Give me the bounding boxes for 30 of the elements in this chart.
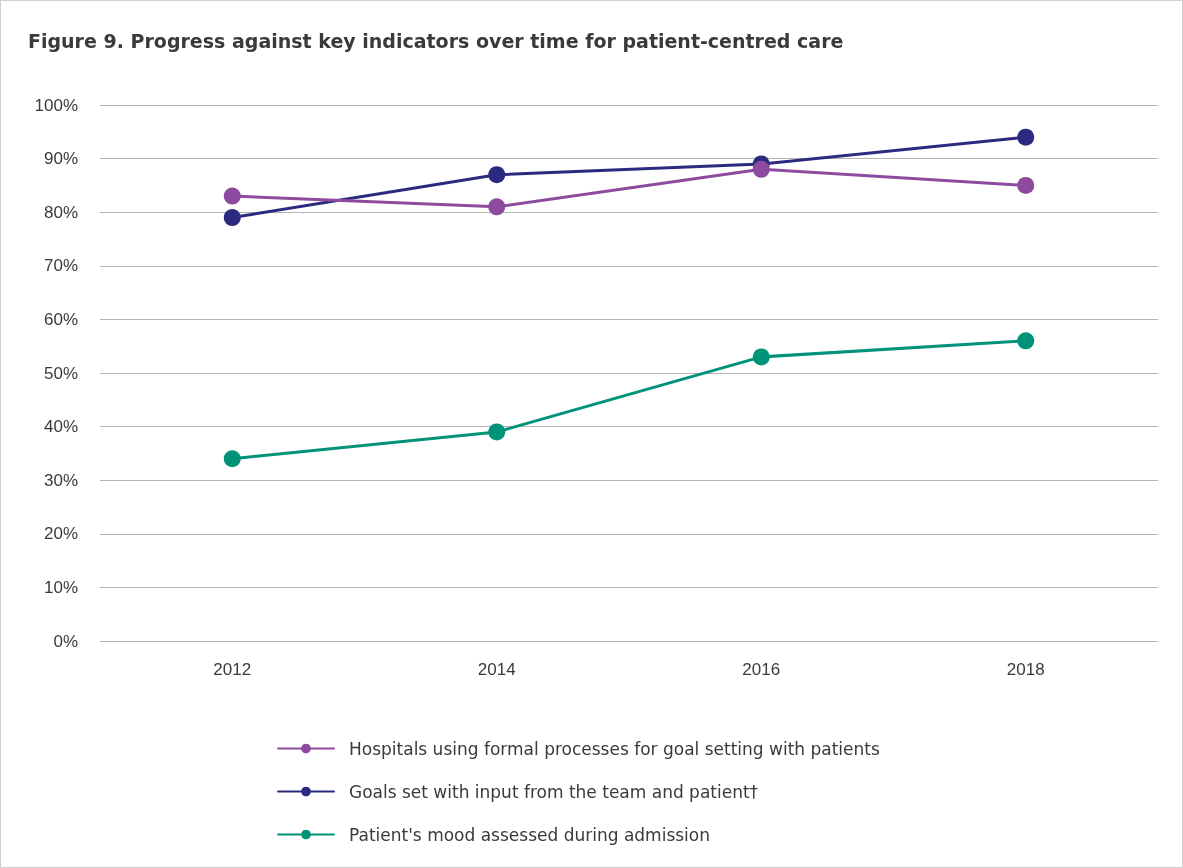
x-tick-label: 2018 — [1006, 660, 1045, 679]
x-tick-label: 2014 — [477, 660, 516, 679]
y-tick-label: 40% — [43, 417, 78, 437]
y-tick-label: 30% — [43, 470, 78, 490]
legend-label: Goals set with input from the team and patient† — [349, 781, 759, 802]
y-tick-label: 50% — [43, 363, 78, 383]
y-tick-label: 20% — [43, 524, 78, 544]
chart-title: Figure 9. Progress against key indicators over time for patient-centred care — [28, 30, 844, 52]
y-tick-label: 10% — [43, 577, 78, 597]
x-tick-label: 2016 — [742, 660, 781, 679]
legend-label: Patient's mood assessed during admission — [349, 824, 710, 845]
y-tick-label: 70% — [43, 256, 78, 276]
x-tick-label: 2012 — [213, 660, 252, 679]
point — [752, 160, 770, 178]
point — [1017, 332, 1035, 350]
y-tick-label: 0% — [53, 631, 78, 651]
y-tick-label: 100% — [34, 95, 78, 115]
point — [223, 450, 241, 468]
point — [488, 198, 506, 216]
point — [223, 187, 241, 205]
point — [223, 209, 241, 227]
y-tick-label: 80% — [43, 202, 78, 222]
point — [488, 166, 506, 184]
y-tick-label: 90% — [43, 149, 78, 169]
legend-label: Hospitals using formal processes for goal setting with patients — [349, 738, 880, 759]
point — [488, 423, 506, 441]
y-tick-label: 60% — [43, 309, 78, 329]
point — [1017, 176, 1035, 194]
point — [1017, 128, 1035, 146]
point — [752, 348, 770, 366]
